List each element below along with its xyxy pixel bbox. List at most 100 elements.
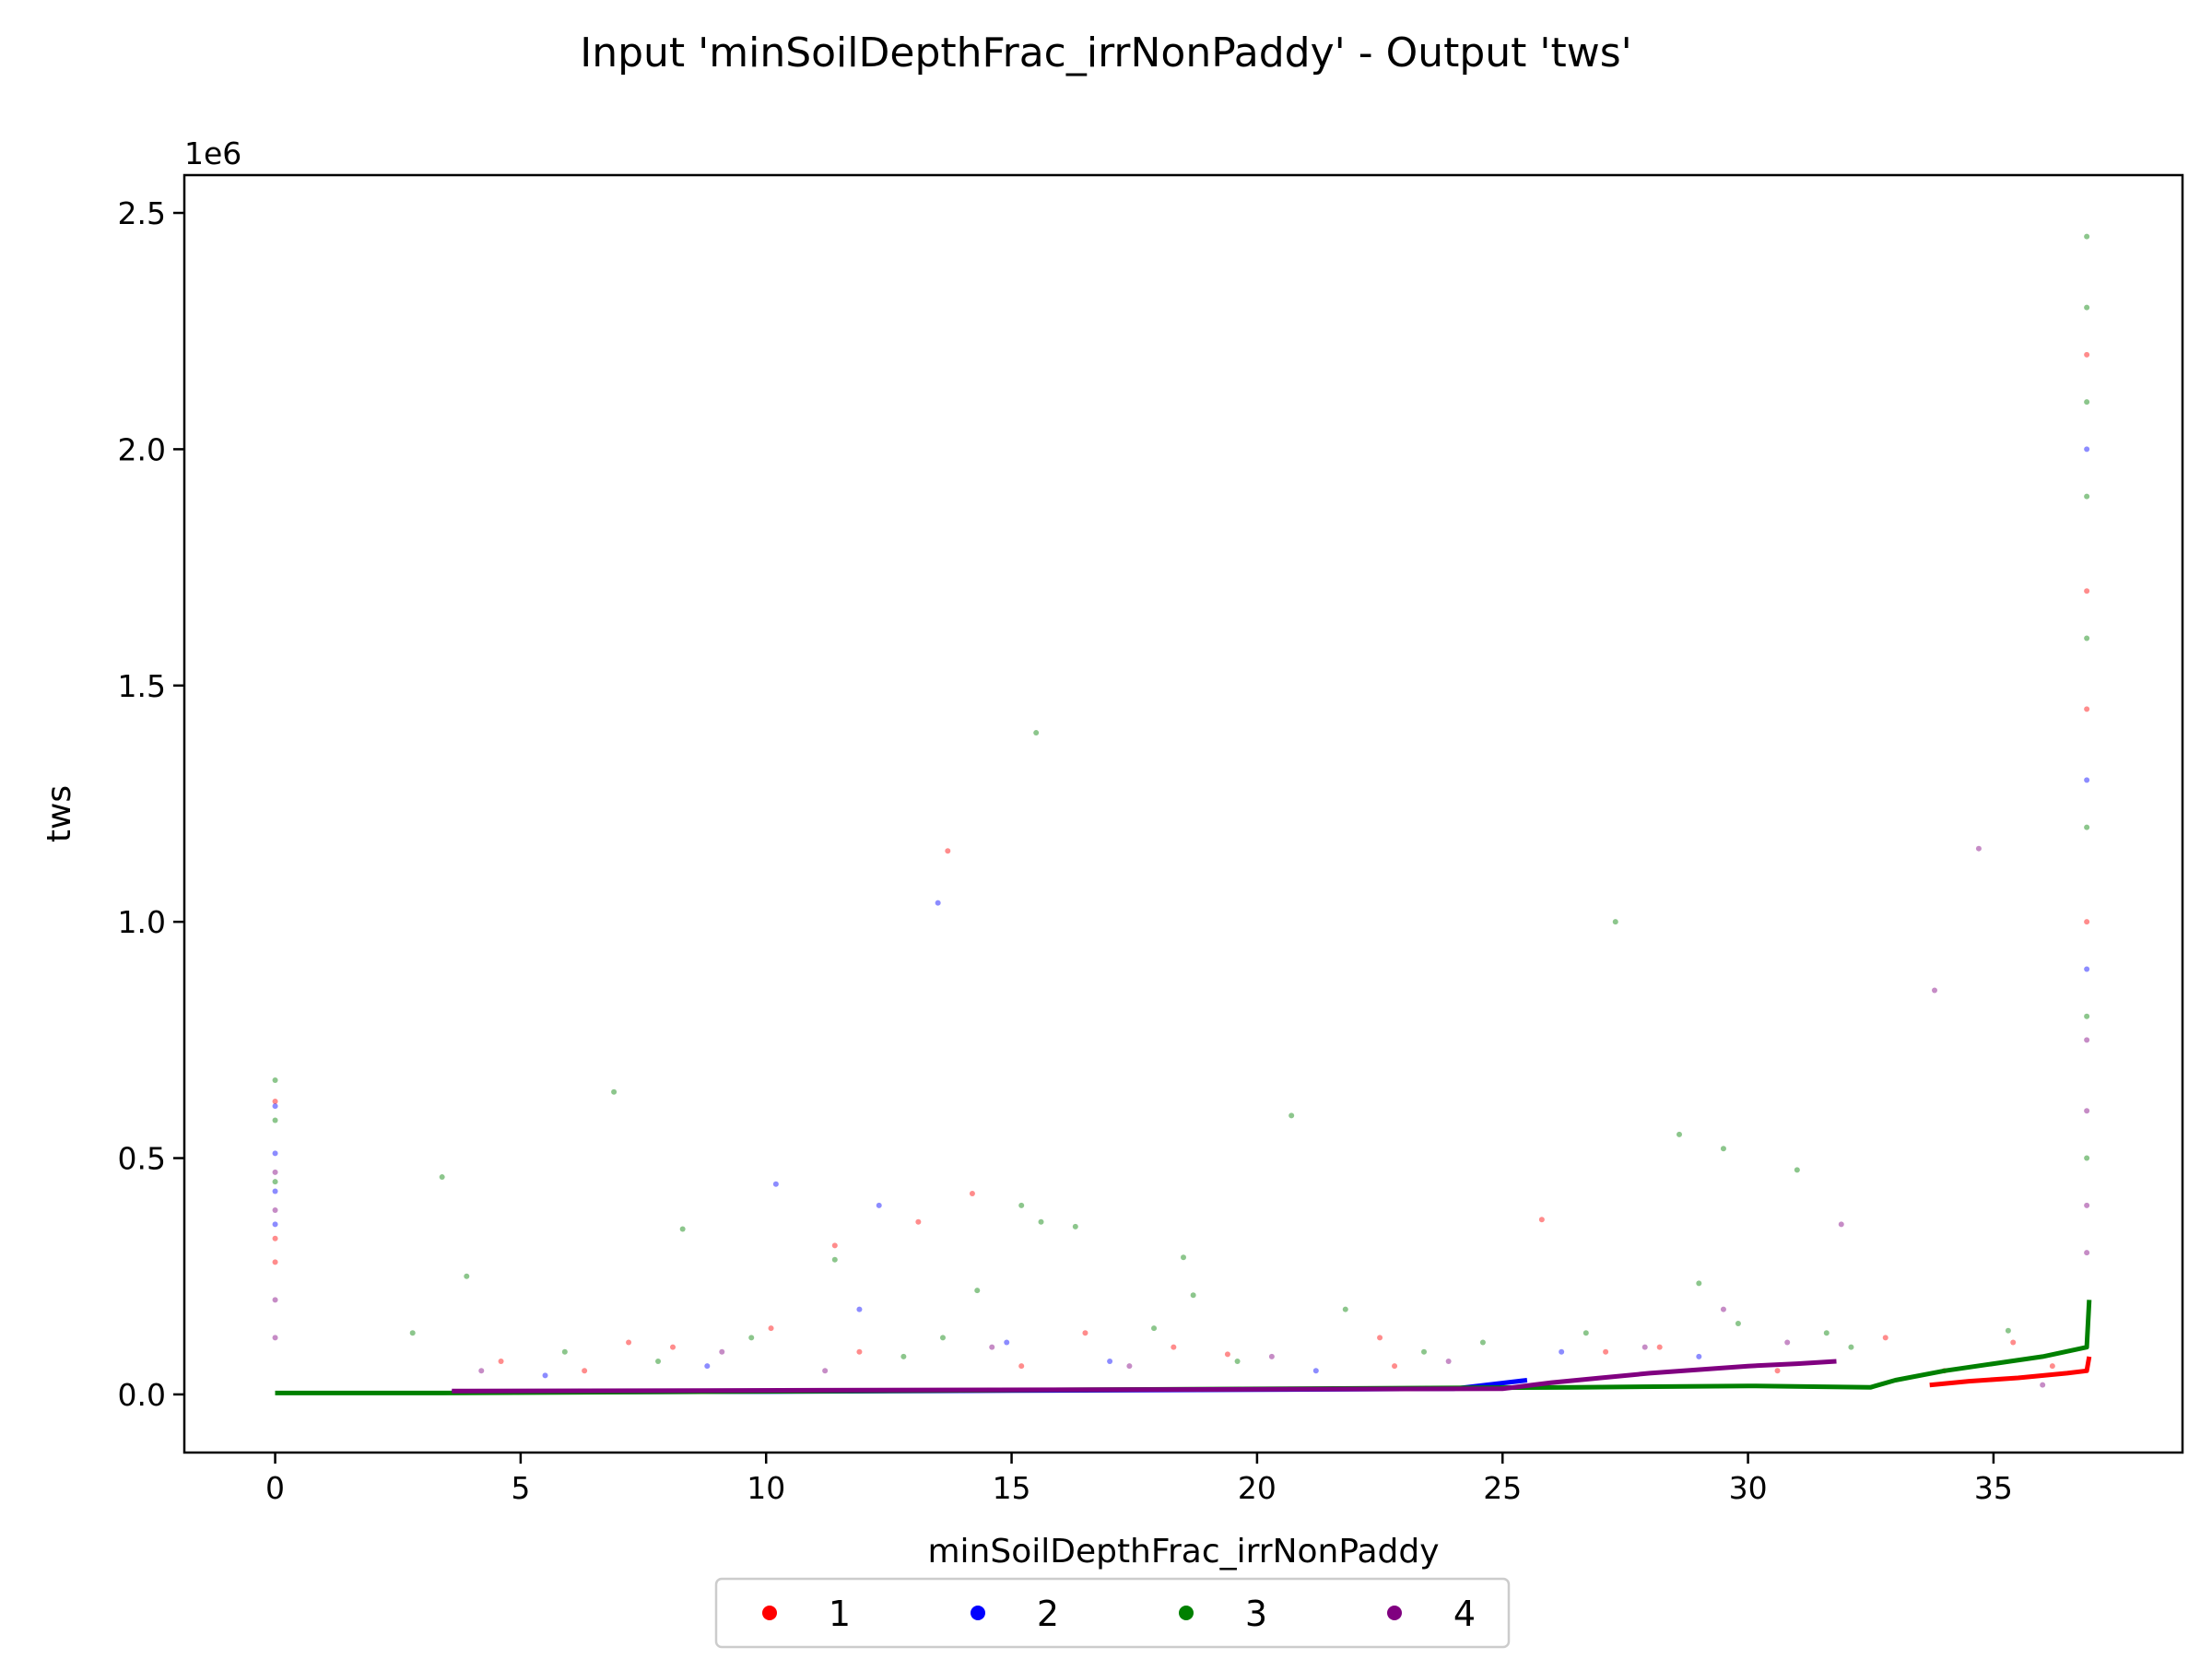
data-point [2084, 1155, 2090, 1161]
trend-line-4 [452, 1359, 1837, 1394]
data-point [969, 1191, 975, 1197]
data-point [272, 1077, 278, 1083]
data-point [2084, 1250, 2090, 1256]
data-point [1312, 1368, 1319, 1374]
x-tick-label: 15 [993, 1470, 1031, 1506]
data-point [1004, 1339, 1010, 1346]
data-point [1612, 919, 1618, 925]
y-tick-label: 1.5 [118, 668, 166, 704]
legend-label: 4 [1453, 1594, 1476, 1634]
data-point [900, 1353, 907, 1359]
data-point [1677, 1131, 1683, 1137]
legend-marker [762, 1606, 777, 1620]
data-point [272, 1179, 278, 1185]
data-point [409, 1330, 416, 1336]
data-point [1794, 1167, 1800, 1173]
data-point [1784, 1339, 1791, 1346]
data-point [2084, 966, 2090, 972]
series-4 [272, 845, 2090, 1388]
x-axis: 0 5 10 15 20 25 30 35 [265, 1453, 2013, 1506]
data-point [2084, 635, 2090, 641]
data-point [2084, 233, 2090, 240]
data-point [831, 1242, 838, 1249]
data-point [1559, 1348, 1565, 1355]
legend-marker [1179, 1606, 1194, 1620]
data-point [1038, 1218, 1044, 1225]
data-point [542, 1372, 548, 1379]
data-point [1190, 1292, 1196, 1299]
legend-frame [714, 1577, 1511, 1649]
data-point [1018, 1202, 1025, 1208]
y-offset-label: 1e6 [184, 135, 241, 171]
x-tick-label: 0 [265, 1470, 285, 1506]
x-tick-label: 10 [747, 1470, 785, 1506]
data-point [464, 1273, 470, 1279]
data-point [1107, 1359, 1113, 1365]
data-point [679, 1226, 686, 1232]
data-point [945, 848, 951, 854]
data-point [772, 1181, 779, 1187]
y-tick-label: 0.0 [118, 1377, 166, 1413]
x-tick-label: 20 [1238, 1470, 1277, 1506]
data-point [272, 1297, 278, 1303]
y-tick-label: 0.5 [118, 1141, 166, 1177]
data-point [1848, 1344, 1854, 1350]
data-point [272, 1206, 278, 1213]
data-point [272, 1335, 278, 1341]
data-point [915, 1218, 922, 1225]
data-point [2084, 777, 2090, 783]
data-point [1018, 1363, 1025, 1370]
data-point [1641, 1344, 1648, 1350]
data-point [1072, 1223, 1078, 1230]
data-point [272, 1221, 278, 1228]
legend-label: 2 [1037, 1594, 1059, 1634]
data-point [2084, 1037, 2090, 1043]
data-point [768, 1325, 774, 1332]
data-point [670, 1344, 677, 1350]
data-point [822, 1368, 829, 1374]
y-tick-label: 2.0 [118, 431, 166, 467]
data-point [1268, 1353, 1275, 1359]
data-point [2084, 399, 2090, 406]
data-point [1931, 987, 1937, 994]
data-point [272, 1150, 278, 1157]
data-point [2010, 1339, 2017, 1346]
data-point [1538, 1217, 1545, 1223]
data-point [2084, 493, 2090, 500]
data-point [1823, 1330, 1830, 1336]
x-tick-label: 30 [1729, 1470, 1768, 1506]
data-point [626, 1339, 632, 1346]
data-point [2005, 1327, 2011, 1334]
trend-line-1 [1929, 1356, 2092, 1388]
y-tick-label: 1.0 [118, 904, 166, 940]
data-point [655, 1359, 662, 1365]
data-point [1082, 1330, 1088, 1336]
data-point [831, 1256, 838, 1263]
data-point [2040, 1382, 2046, 1388]
data-point [935, 900, 941, 906]
series-3 [272, 233, 2090, 1365]
legend-label: 1 [829, 1594, 851, 1634]
data-point [1234, 1359, 1241, 1365]
data-point [498, 1359, 504, 1365]
plot-area [272, 233, 2092, 1395]
data-point [1151, 1325, 1158, 1332]
data-point [1696, 1280, 1702, 1287]
x-tick-label: 35 [1974, 1470, 2013, 1506]
legend-label: 3 [1245, 1594, 1267, 1634]
data-point [2049, 1363, 2055, 1370]
data-point [719, 1348, 725, 1355]
data-point [989, 1344, 995, 1350]
trend-line-3 [275, 1300, 2092, 1395]
data-point [1882, 1335, 1888, 1341]
series-2 [272, 446, 2090, 1379]
data-point [272, 1117, 278, 1124]
legend: 1 2 3 4 [714, 1577, 1511, 1649]
data-point [876, 1202, 882, 1208]
data-point [2084, 1013, 2090, 1019]
x-tick-label: 25 [1483, 1470, 1522, 1506]
data-point [1720, 1306, 1726, 1312]
x-axis-label: minSoilDepthFrac_irrNonPaddy [927, 1533, 1439, 1571]
data-point [1171, 1344, 1177, 1350]
data-point [1421, 1348, 1428, 1355]
